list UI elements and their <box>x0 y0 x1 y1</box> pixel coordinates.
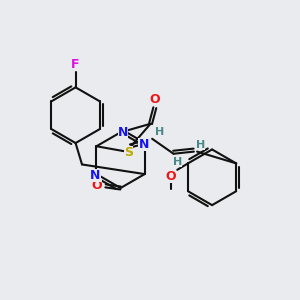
Text: N: N <box>118 126 128 139</box>
Text: N: N <box>138 138 149 151</box>
Text: F: F <box>71 58 80 71</box>
Text: H: H <box>196 140 205 150</box>
Text: N: N <box>90 169 100 182</box>
Text: O: O <box>92 179 102 192</box>
Text: H: H <box>155 127 164 137</box>
Text: O: O <box>166 170 176 183</box>
Text: S: S <box>124 146 133 159</box>
Text: H: H <box>173 157 182 167</box>
Text: O: O <box>149 93 160 106</box>
